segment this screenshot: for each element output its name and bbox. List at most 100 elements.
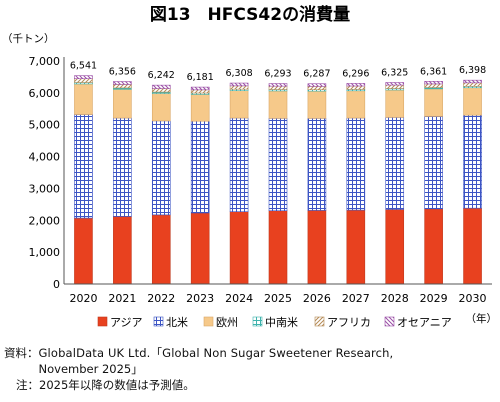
- chart-title: 図13 HFCS42の消費量: [150, 4, 350, 25]
- bar-segment: [424, 81, 443, 85]
- bar-segment: [424, 88, 443, 117]
- bar-segment: [268, 85, 288, 90]
- y-tick-label: 7,000: [29, 55, 61, 68]
- y-tick-label: 3,000: [29, 182, 61, 195]
- x-axis: 2020 2021 2022 2023 2024 2025 2026 2027 2028 2029…: [64, 283, 492, 305]
- bar-segment: [424, 83, 443, 88]
- x-tick-label: 2024: [225, 292, 253, 305]
- legend-label: 欧州: [216, 316, 238, 329]
- bar-segment: [113, 81, 132, 85]
- bar-segment: [229, 117, 249, 212]
- legend-label: 中南米: [265, 316, 298, 329]
- y-tick-label: 2,000: [29, 214, 61, 227]
- total-label: 6,293: [264, 69, 291, 80]
- bar-segment: [307, 90, 327, 119]
- y-tick-label: 6,000: [29, 87, 61, 100]
- bar-segment: [190, 86, 210, 91]
- bar-segment: [74, 83, 93, 115]
- bar-segment: [346, 85, 366, 90]
- total-labels: 6,541 6,356 6,242 6,181 6,308 6,293 6,287 6,296…: [70, 61, 486, 83]
- bar-segment: [307, 118, 327, 211]
- bar-segment: [113, 89, 132, 119]
- bar-segment: [268, 83, 288, 87]
- x-axis-unit: （年）: [466, 312, 498, 325]
- total-label: 6,361: [420, 66, 447, 77]
- bar-segment: [268, 90, 288, 119]
- x-tick-label: 2020: [69, 292, 97, 305]
- total-label: 6,181: [187, 72, 214, 83]
- legend-label: アフリカ: [327, 316, 371, 329]
- legend-swatch: [97, 316, 108, 327]
- bar-segment: [424, 208, 443, 285]
- x-tick-label: 2023: [186, 292, 214, 305]
- bar-segment: [229, 211, 249, 285]
- legend-swatch: [153, 316, 164, 327]
- y-axis-unit: （千トン）: [2, 33, 55, 45]
- bar-segment: [385, 209, 405, 285]
- legend-label: 北米: [166, 316, 188, 329]
- total-label: 6,242: [148, 70, 175, 81]
- x-tick-label: 2028: [381, 292, 409, 305]
- bar-segment: [190, 89, 210, 94]
- bar-segment: [346, 90, 366, 119]
- total-label: 6,325: [381, 68, 408, 79]
- bar-segment: [151, 93, 171, 122]
- bar-segment: [151, 88, 171, 93]
- y-tick-label: 5,000: [29, 119, 61, 132]
- bar-segment: [385, 117, 405, 210]
- bar-segment: [463, 114, 482, 209]
- y-tick-label: 4,000: [29, 151, 61, 164]
- legend-label: オセアニア: [397, 316, 452, 329]
- bar-segment: [151, 120, 171, 216]
- bar-segment: [463, 87, 482, 116]
- note-text: 2025年以降の数値は予測値。: [39, 378, 195, 392]
- total-label: 6,308: [225, 68, 252, 79]
- bar-segment: [385, 82, 405, 86]
- x-tick-label: 2021: [108, 292, 136, 305]
- bar-segment: [307, 86, 327, 90]
- note-label: 注：: [16, 378, 39, 392]
- bar-segment: [113, 117, 132, 217]
- bar-segment: [424, 116, 443, 210]
- total-label: 6,287: [303, 69, 330, 80]
- y-tick-label: 1,000: [29, 246, 61, 259]
- legend-swatch: [203, 316, 214, 327]
- bar-segment: [463, 79, 482, 84]
- bar-segment: [463, 82, 482, 87]
- bar-segment: [151, 214, 171, 285]
- total-label: 6,398: [459, 65, 486, 76]
- bar-segment: [346, 209, 366, 285]
- bar-segment: [346, 117, 366, 211]
- bars: [74, 75, 482, 285]
- x-tick-label: 2022: [147, 292, 175, 305]
- bar-segment: [151, 84, 171, 89]
- bar-segment: [190, 212, 210, 285]
- legend-swatch: [384, 316, 395, 327]
- bar-segment: [229, 85, 249, 90]
- y-axis: 0 1,000 2,000 3,000 4,000 5,000 6,000 7,000: [29, 55, 65, 291]
- bar-segment: [268, 118, 288, 212]
- x-tick-label: 2030: [459, 292, 487, 305]
- legend-swatch: [252, 316, 263, 327]
- bar-segment: [113, 84, 132, 89]
- bar-segment: [268, 210, 288, 285]
- bar-segment: [307, 210, 327, 285]
- x-tick-label: 2029: [420, 292, 448, 305]
- bar-segment: [74, 217, 93, 285]
- bar-segment: [463, 207, 482, 285]
- x-tick-label: 2027: [342, 292, 370, 305]
- source-note: 資料： GlobalData UK Ltd.「Global Non Sugar …: [4, 345, 498, 393]
- bar-segment: [74, 114, 93, 219]
- bar-segment: [307, 83, 327, 87]
- bar-segment: [229, 82, 249, 87]
- source-text-line1: GlobalData UK Ltd.「Global Non Sugar Swee…: [38, 346, 394, 360]
- legend: アジア 北米 欧州 中南米 アフリカ オセアニア: [97, 316, 452, 329]
- source-text-line2: November 2025」: [38, 362, 143, 376]
- bar-segment: [190, 120, 210, 214]
- bar-segment: [229, 90, 249, 119]
- legend-swatch: [314, 316, 325, 327]
- total-label: 6,356: [109, 67, 136, 78]
- total-label: 6,296: [342, 68, 369, 79]
- y-tick-label: 0: [53, 278, 60, 291]
- bar-segment: [385, 84, 405, 89]
